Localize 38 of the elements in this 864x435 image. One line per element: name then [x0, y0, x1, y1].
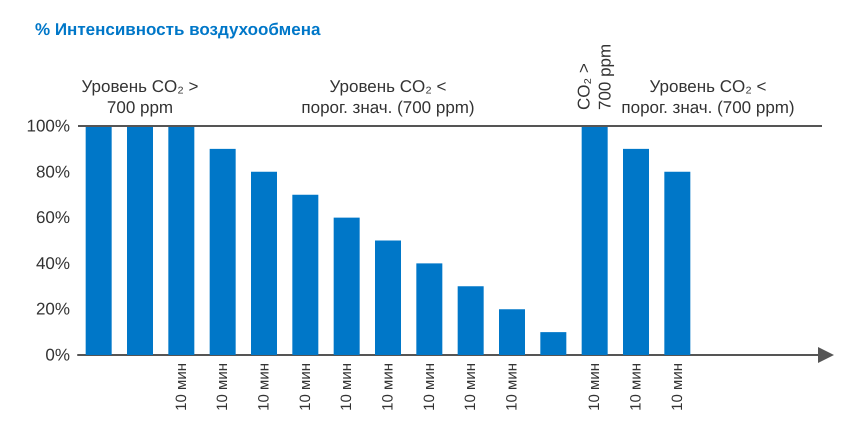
bar: [623, 148, 649, 355]
bar: [416, 263, 442, 355]
bar: [210, 148, 236, 355]
x-tick-label: 10 мин: [586, 363, 604, 411]
y-tick-label: 80%: [36, 162, 70, 182]
bar: [251, 172, 277, 355]
bar: [334, 218, 360, 355]
y-tick-label: 100%: [26, 116, 70, 136]
x-tick-label: 10 мин: [256, 363, 272, 411]
bar: [127, 126, 153, 355]
bar: [582, 126, 608, 355]
bar: [664, 172, 690, 355]
x-tick-label: 10 мин: [628, 363, 644, 411]
x-tick-label: 10 мин: [668, 363, 686, 411]
bar: [458, 286, 484, 355]
x-tick-label: 10 мин: [296, 363, 314, 411]
x-tick-label: 10 мин: [462, 363, 480, 411]
x-tick-label: 10 мин: [338, 363, 356, 411]
bar: [375, 240, 401, 355]
text: Уровень CO₂ < порог. знач. (700 ppm): [301, 77, 475, 117]
text: CO₂ > 700 ppm: [574, 44, 615, 110]
y-axis-title: % Интенсивность воздухообмена: [35, 20, 321, 39]
bar: [540, 332, 566, 355]
bar: [292, 194, 318, 355]
bar: [168, 126, 194, 355]
y-tick-label: 20%: [36, 300, 70, 319]
text: Уровень CO₂ < порог. знач. (700 ppm): [621, 77, 795, 117]
y-tick-label: 60%: [36, 208, 70, 228]
y-tick-label: 0%: [45, 346, 70, 364]
y-tick-label: 40%: [36, 254, 70, 273]
x-tick-label: 10 мин: [380, 363, 396, 411]
x-tick-label: 10 мин: [504, 363, 520, 411]
x-tick-label: 10 мин: [420, 363, 438, 411]
x-tick-label: 10 мин: [172, 363, 190, 411]
bar: [86, 126, 112, 355]
text: Уровень CO₂ > 700 ppm: [82, 77, 199, 117]
bar: [499, 309, 525, 355]
x-tick-label: 10 мин: [214, 363, 232, 411]
